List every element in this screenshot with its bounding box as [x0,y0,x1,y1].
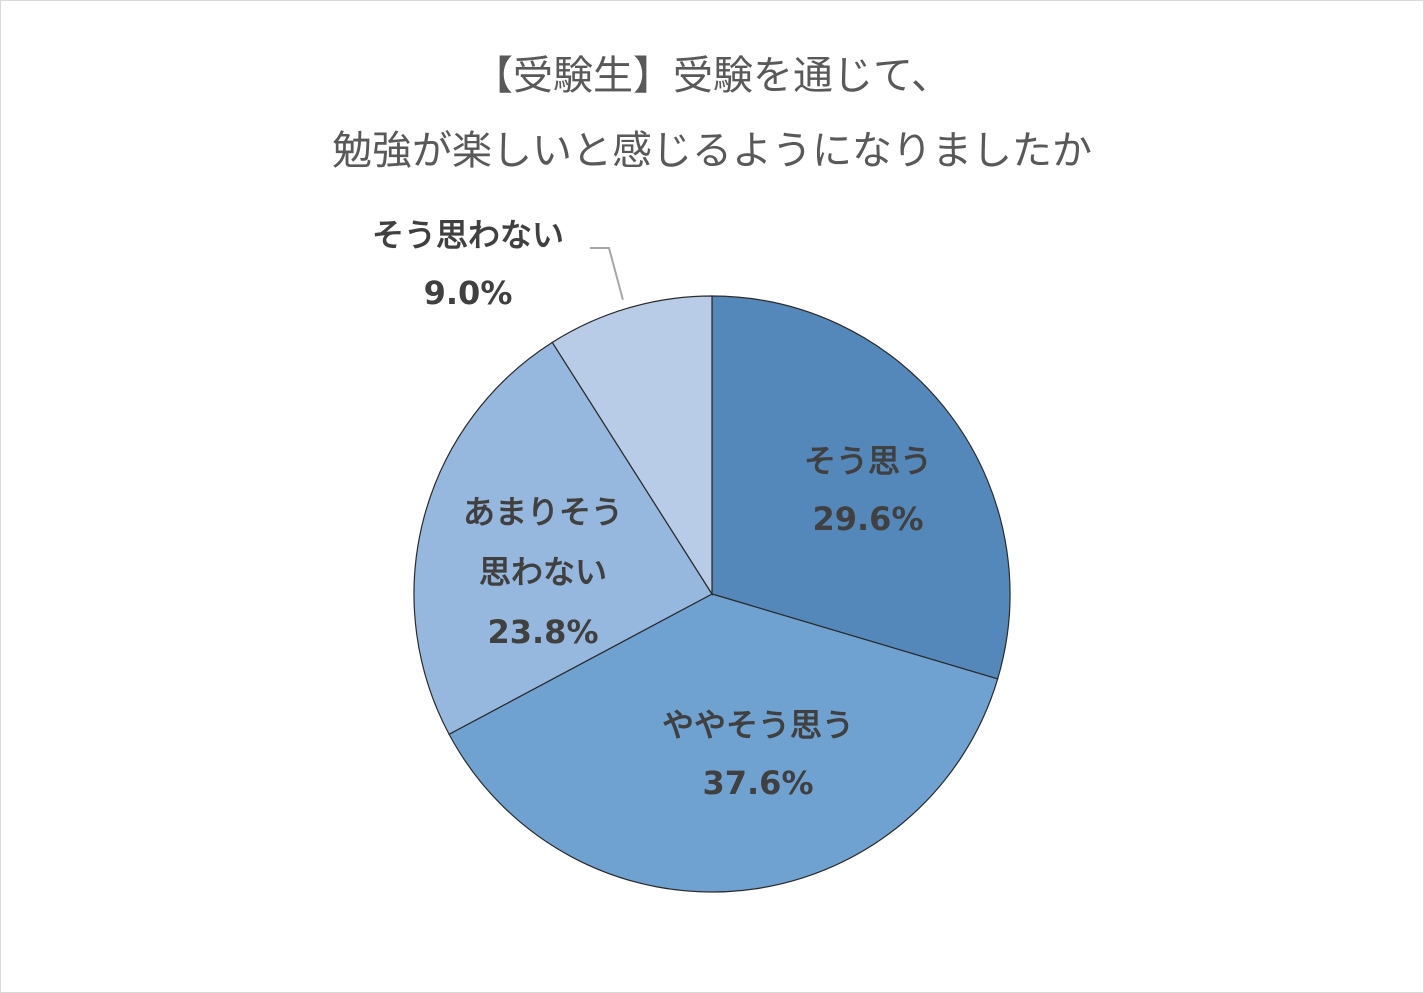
slice-sou-omou [711,295,1011,680]
slice-value-label: 9.0% [424,274,513,312]
slice-yaya-sou-omou [448,593,999,893]
chart-title-line-2: 勉強が楽しいと感じるようになりましたか [332,128,1092,174]
slice-category-label: あまりそう [463,493,623,531]
slice-sou-omowanai [551,295,713,597]
slice-value-label: 29.6% [812,500,923,538]
leader-line [590,247,624,301]
chart-title-line-1: 【受験生】受験を通じて、 [473,53,951,99]
slice-value-label: 23.8% [487,613,598,651]
slice-category-label: 思わない [479,553,607,591]
slice-amari-sou-omowanai [413,341,713,736]
slice-category-label: ややそう思う [662,706,854,744]
slice-category-label: そう思わない [372,216,564,254]
slice-category-label: そう思う [804,442,932,480]
slice-value-label: 37.6% [702,764,813,802]
